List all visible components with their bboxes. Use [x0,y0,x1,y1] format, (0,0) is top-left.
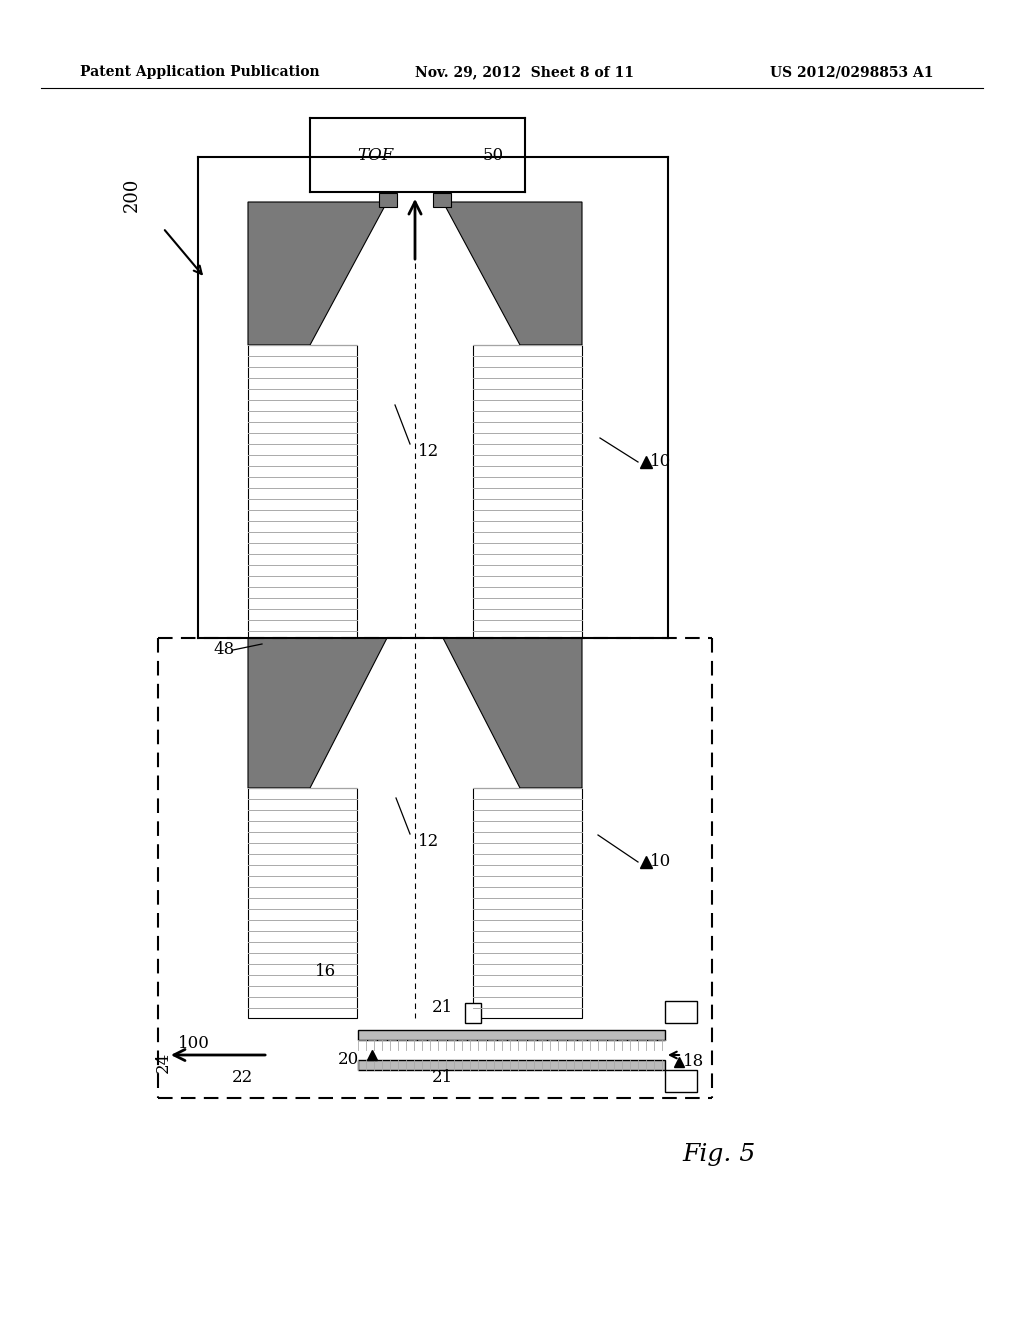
Text: Patent Application Publication: Patent Application Publication [80,65,319,79]
Polygon shape [248,638,387,788]
Text: Nov. 29, 2012  Sheet 8 of 11: Nov. 29, 2012 Sheet 8 of 11 [415,65,634,79]
Bar [433,193,451,207]
Text: 21: 21 [432,1069,454,1086]
Bar [248,788,357,1018]
Bar [473,788,582,1018]
Text: 20: 20 [338,1052,359,1068]
Text: 21: 21 [432,999,454,1016]
Text: 16: 16 [315,964,336,981]
Bar [358,1060,665,1071]
Text: TOF: TOF [357,147,393,164]
Bar [379,193,397,207]
Text: 200: 200 [123,178,141,213]
Text: 12: 12 [418,833,439,850]
Text: 12: 12 [418,444,439,461]
Text: 24: 24 [155,1051,171,1073]
Text: 100: 100 [178,1035,210,1052]
Text: 22: 22 [232,1069,253,1086]
Polygon shape [313,638,517,788]
Text: US 2012/0298853 A1: US 2012/0298853 A1 [770,65,934,79]
Text: 18: 18 [683,1053,705,1071]
Bar [665,1071,697,1092]
Bar [248,345,357,638]
Polygon shape [443,202,582,345]
Text: Fig. 5: Fig. 5 [682,1143,756,1167]
Text: 50: 50 [482,147,504,164]
Text: 48: 48 [213,642,234,659]
Bar [465,1003,481,1023]
Bar [473,345,582,638]
Polygon shape [313,202,517,345]
Text: 10: 10 [650,454,672,470]
Text: 10: 10 [650,854,672,870]
Polygon shape [443,638,582,788]
Bar [665,1001,697,1023]
Polygon shape [248,202,387,345]
Bar [358,1030,665,1040]
